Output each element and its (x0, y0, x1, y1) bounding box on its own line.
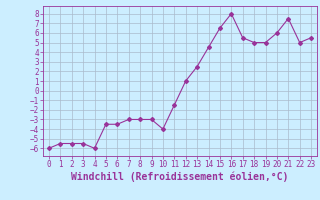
X-axis label: Windchill (Refroidissement éolien,°C): Windchill (Refroidissement éolien,°C) (71, 172, 289, 182)
